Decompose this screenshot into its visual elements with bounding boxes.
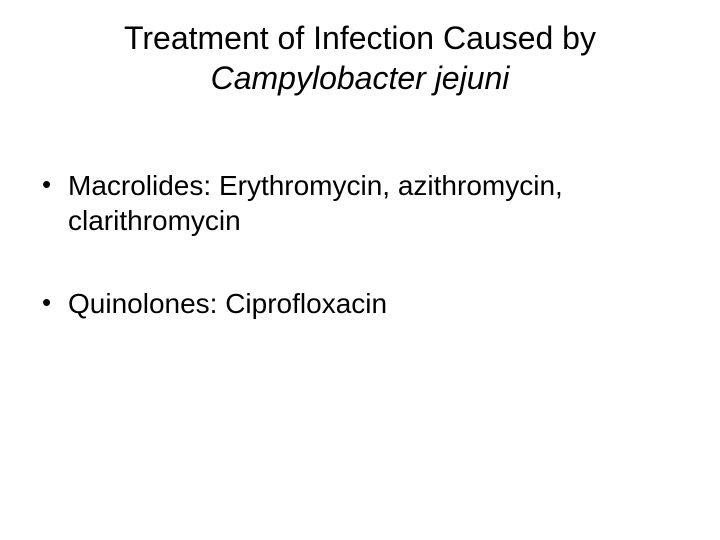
bullet-list: Macrolides: Erythromycin, azithromycin, …	[40, 168, 680, 321]
slide: Treatment of Infection Caused by Campylo…	[0, 0, 720, 540]
title-line-1: Treatment of Infection Caused by	[124, 20, 596, 56]
bullet-text: Quinolones: Ciprofloxacin	[68, 288, 387, 319]
title-line-2: Campylobacter jejuni	[211, 60, 510, 96]
list-item: Quinolones: Ciprofloxacin	[40, 286, 680, 321]
bullet-text: Macrolides: Erythromycin, azithromycin, …	[68, 170, 563, 236]
slide-title: Treatment of Infection Caused by Campylo…	[40, 18, 680, 98]
list-item: Macrolides: Erythromycin, azithromycin, …	[40, 168, 680, 238]
